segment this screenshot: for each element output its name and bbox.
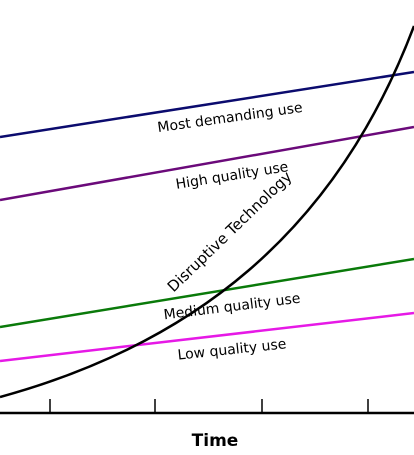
low-quality-line (0, 311, 414, 363)
most-demanding-line (0, 70, 414, 139)
disruptive-curve (0, 25, 414, 399)
level-label: Most demanding use (156, 100, 303, 136)
medium-quality-line (0, 257, 414, 329)
level-label: Low quality use (177, 336, 287, 363)
level-label: Medium quality use (163, 291, 301, 324)
high-quality-line (0, 125, 414, 202)
axis-label: Time (192, 431, 239, 451)
